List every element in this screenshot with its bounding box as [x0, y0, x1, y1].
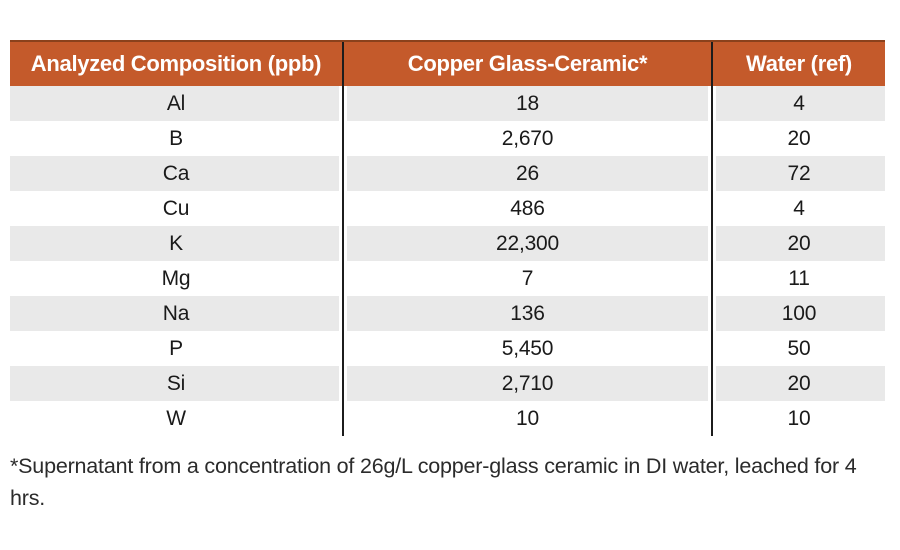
water-ref-value-cell: 11	[711, 261, 885, 296]
table-row: Si 2,710 20	[10, 366, 885, 401]
copper-glass-ceramic-value-cell: 7	[342, 261, 712, 296]
column-header-analyzed-composition: Analyzed Composition (ppb)	[10, 40, 343, 86]
table-header: Analyzed Composition (ppb) Copper Glass-…	[10, 40, 885, 86]
table-row: Ca 26 72	[10, 156, 885, 191]
composition-table: Analyzed Composition (ppb) Copper Glass-…	[10, 40, 885, 436]
table-body: Al 18 4 B 2,670 20 Ca 26 72 Cu	[10, 86, 885, 436]
element-cell: Na	[10, 296, 343, 331]
copper-glass-ceramic-value-cell: 5,450	[342, 331, 712, 366]
copper-glass-ceramic-value-cell: 2,710	[342, 366, 712, 401]
element-cell: Ca	[10, 156, 343, 191]
water-ref-value-cell: 4	[711, 191, 885, 226]
water-ref-value-cell: 100	[711, 296, 885, 331]
element-cell: Cu	[10, 191, 343, 226]
element-cell: B	[10, 121, 343, 156]
copper-glass-ceramic-value-cell: 22,300	[342, 226, 712, 261]
table-row: Al 18 4	[10, 86, 885, 121]
table-row: W 10 10	[10, 401, 885, 436]
column-header-copper-glass-ceramic: Copper Glass-Ceramic*	[342, 40, 712, 86]
water-ref-value-cell: 10	[711, 401, 885, 436]
footnote: *Supernatant from a concentration of 26g…	[10, 454, 857, 511]
copper-glass-ceramic-value-cell: 10	[342, 401, 712, 436]
copper-glass-ceramic-value-cell: 136	[342, 296, 712, 331]
element-cell: W	[10, 401, 343, 436]
table-row: Cu 486 4	[10, 191, 885, 226]
copper-glass-ceramic-value-cell: 18	[342, 86, 712, 121]
table-row: B 2,670 20	[10, 121, 885, 156]
header-row: Analyzed Composition (ppb) Copper Glass-…	[10, 40, 885, 86]
column-header-water-ref: Water (ref)	[711, 40, 885, 86]
element-cell: P	[10, 331, 343, 366]
copper-glass-ceramic-value-cell: 2,670	[342, 121, 712, 156]
table-row: Na 136 100	[10, 296, 885, 331]
table-row: P 5,450 50	[10, 331, 885, 366]
table-row: Mg 7 11	[10, 261, 885, 296]
water-ref-value-cell: 20	[711, 226, 885, 261]
water-ref-value-cell: 50	[711, 331, 885, 366]
element-cell: Mg	[10, 261, 343, 296]
water-ref-value-cell: 20	[711, 121, 885, 156]
copper-glass-ceramic-value-cell: 486	[342, 191, 712, 226]
element-cell: Si	[10, 366, 343, 401]
water-ref-value-cell: 72	[711, 156, 885, 191]
water-ref-value-cell: 4	[711, 86, 885, 121]
water-ref-value-cell: 20	[711, 366, 885, 401]
copper-glass-ceramic-value-cell: 26	[342, 156, 712, 191]
element-cell: K	[10, 226, 343, 261]
element-cell: Al	[10, 86, 343, 121]
table-row: K 22,300 20	[10, 226, 885, 261]
